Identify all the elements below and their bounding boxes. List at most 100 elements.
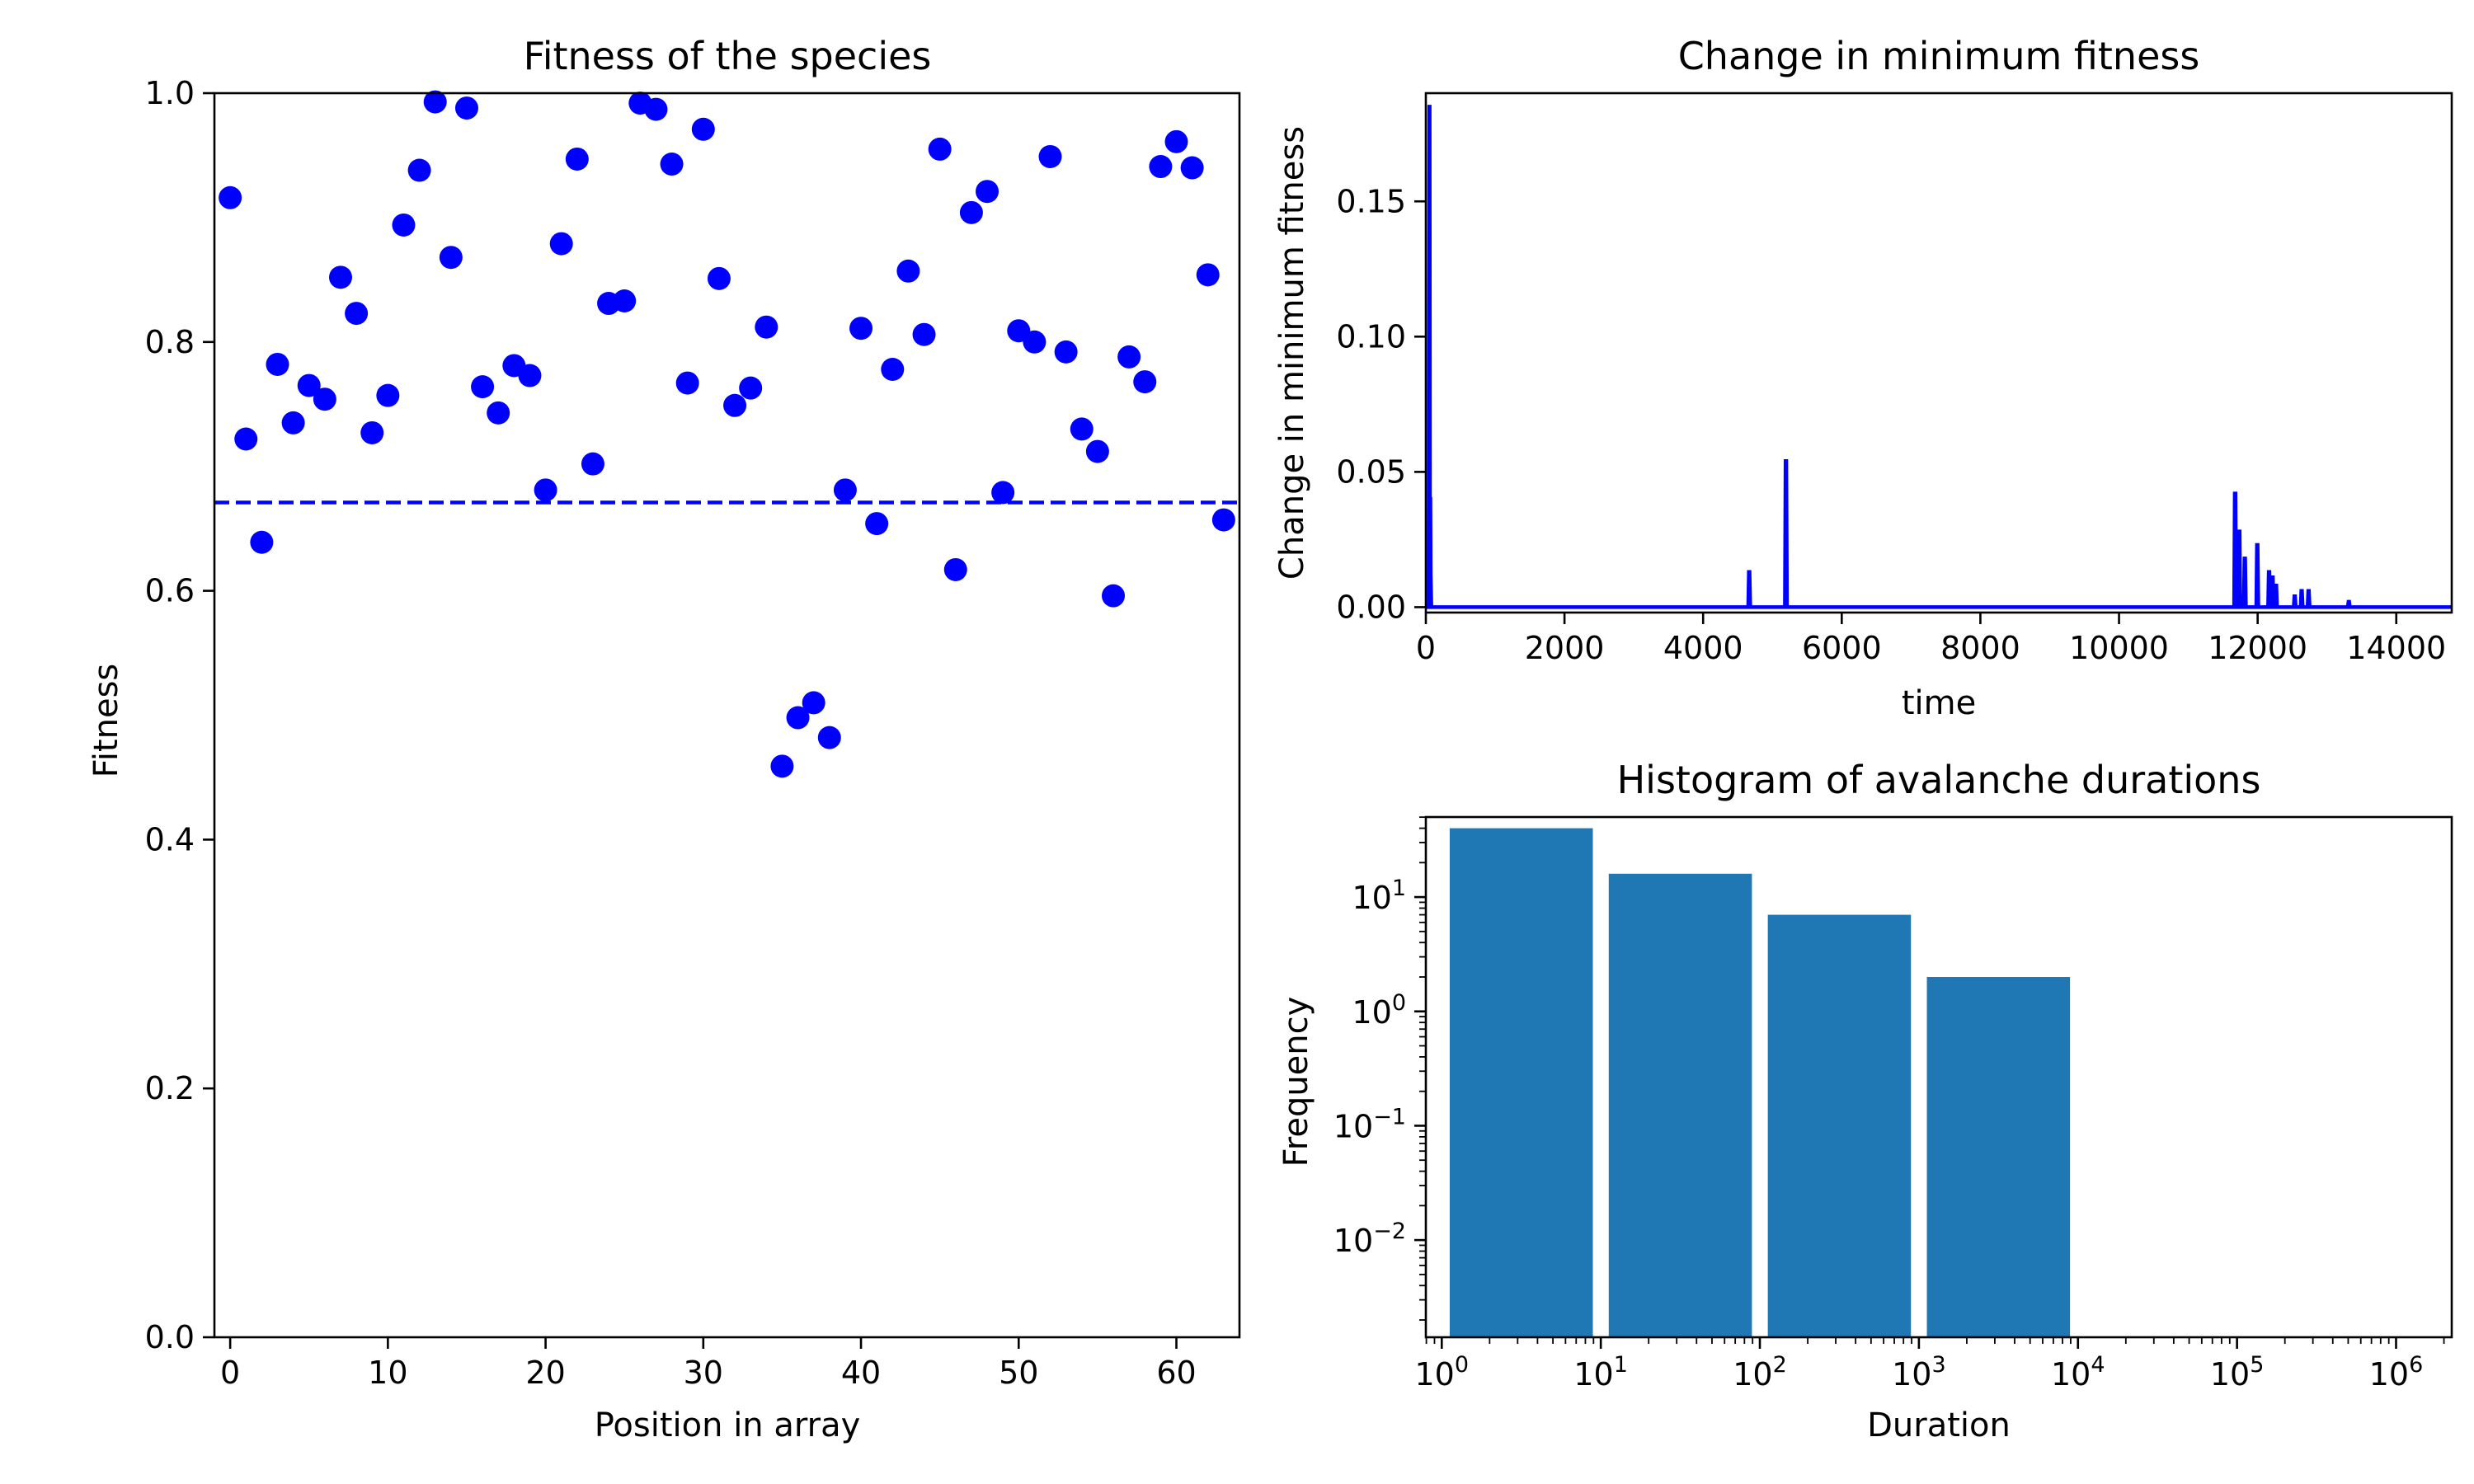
- fitness-point: [1102, 584, 1126, 608]
- histogram-bar: [1449, 828, 1593, 1337]
- histogram-plot-frame: [1424, 815, 2453, 1339]
- fitness-point: [392, 213, 416, 237]
- fitness-y-tick-label: 0.0: [145, 1319, 195, 1355]
- fitness-point: [313, 387, 336, 411]
- fitness-point: [345, 302, 369, 326]
- fitness-point: [1085, 439, 1109, 463]
- histogram-y-axis-label: Frequency: [1277, 997, 1315, 1167]
- histogram-x-axis-label: Duration: [1867, 1407, 2011, 1444]
- fitness-point: [1180, 156, 1204, 180]
- min-fitness-chart-title: Change in minimum fitness: [1678, 34, 2200, 78]
- min-fitness-axis-ticks: 0 2000 4000 6000 8000 10000 12000 14000 0.00 0.05…: [1336, 183, 2446, 666]
- fitness-point: [802, 691, 825, 715]
- fitness-point: [266, 352, 289, 376]
- fitness-point: [912, 322, 936, 346]
- histogram-y-tick-label: 10−2: [1333, 1219, 1406, 1259]
- fitness-point: [219, 186, 242, 209]
- min-fitness-x-axis-label: time: [1902, 684, 1976, 722]
- fitness-point: [487, 401, 510, 425]
- histogram-x-tick-label: 103: [1892, 1352, 1946, 1392]
- fitness-scatter-chart: Fitness of the species Position in array…: [87, 34, 1241, 1444]
- fitness-y-tick-label: 0.2: [145, 1070, 195, 1106]
- fitness-x-tick-label: 20: [525, 1355, 565, 1391]
- fitness-point: [660, 153, 684, 176]
- fitness-point: [849, 317, 873, 340]
- fitness-point: [1149, 155, 1173, 179]
- fitness-point: [281, 411, 305, 434]
- min-fitness-x-tick-label: 14000: [2346, 630, 2446, 666]
- histogram-axis-ticks: 100 101 102 103 104 105 106 10−2 10−1 100 101: [1333, 816, 2445, 1392]
- fitness-x-tick-label: 60: [1156, 1355, 1196, 1391]
- fitness-point: [976, 180, 999, 204]
- min-fitness-y-tick-label: 0.15: [1336, 183, 1406, 219]
- fitness-y-tick-label: 0.4: [145, 821, 195, 857]
- histogram-bar: [1926, 977, 2071, 1337]
- histogram-bar: [1767, 914, 1912, 1337]
- fitness-point: [613, 289, 637, 313]
- fitness-point: [881, 357, 905, 381]
- fitness-point: [407, 158, 431, 182]
- histogram-x-tick-label: 106: [2369, 1352, 2424, 1392]
- fitness-point: [1070, 417, 1094, 441]
- fitness-point: [534, 478, 557, 502]
- fitness-point: [234, 427, 258, 451]
- fitness-point: [1196, 263, 1220, 287]
- fitness-point: [297, 373, 321, 397]
- histogram-y-tick-label: 100: [1352, 990, 1406, 1031]
- fitness-y-tick-label: 0.6: [145, 573, 195, 609]
- histogram-x-tick-label: 105: [2210, 1352, 2265, 1392]
- histogram-x-tick-label: 102: [1733, 1352, 1787, 1392]
- fitness-point: [644, 97, 668, 121]
- min-fitness-y-axis-label: Change in minimum fitness: [1273, 126, 1311, 580]
- histogram-x-tick-label: 101: [1573, 1352, 1628, 1392]
- fitness-point: [675, 371, 699, 395]
- min-fitness-x-tick-label: 4000: [1663, 630, 1743, 666]
- fitness-point: [770, 754, 794, 778]
- histogram-y-tick-label: 10−1: [1333, 1104, 1406, 1144]
- fitness-point: [1054, 340, 1078, 364]
- fitness-axis-ticks: 0 10 20 30 40 50 60 0.0 0.2 0.4 0.6 0.8 1.0: [145, 75, 1197, 1391]
- fitness-point: [1023, 330, 1047, 354]
- fitness-point: [565, 147, 589, 171]
- fitness-point: [959, 200, 983, 224]
- fitness-point: [1164, 129, 1188, 153]
- histogram-x-tick-label: 104: [2051, 1352, 2105, 1392]
- fitness-chart-title: Fitness of the species: [524, 34, 932, 78]
- min-fitness-y-tick-label: 0.10: [1336, 318, 1406, 355]
- histogram-x-tick-label: 100: [1415, 1352, 1470, 1392]
- fitness-point: [1133, 370, 1157, 394]
- fitness-point: [518, 364, 542, 387]
- histogram-title: Histogram of avalanche durations: [1617, 758, 2261, 802]
- min-fitness-x-tick-label: 8000: [1940, 630, 2020, 666]
- fitness-point: [454, 96, 478, 120]
- fitness-point: [471, 375, 495, 399]
- avalanche-histogram-chart: Histogram of avalanche durations Duratio…: [1277, 758, 2453, 1444]
- fitness-point: [896, 259, 920, 283]
- fitness-point: [691, 117, 715, 141]
- fitness-point: [376, 383, 400, 407]
- fitness-point: [865, 512, 889, 536]
- fitness-point: [928, 137, 952, 161]
- min-fitness-change-chart: Change in minimum fitness time Change in…: [1273, 34, 2453, 722]
- fitness-point: [1211, 508, 1235, 532]
- fitness-plot-frame: [213, 92, 1241, 1339]
- min-fitness-x-tick-label: 0: [1416, 630, 1436, 666]
- fitness-x-tick-label: 40: [841, 1355, 881, 1391]
- min-fitness-plot-frame: [1424, 92, 2453, 614]
- fitness-point: [991, 481, 1015, 505]
- min-fitness-x-tick-label: 10000: [2069, 630, 2169, 666]
- fitness-x-tick-label: 50: [999, 1355, 1038, 1391]
- fitness-point: [1038, 144, 1062, 168]
- histogram-y-tick-label: 101: [1352, 876, 1406, 916]
- fitness-data-marks: [214, 90, 1239, 778]
- fitness-x-tick-label: 10: [368, 1355, 407, 1391]
- fitness-x-tick-label: 30: [684, 1355, 723, 1391]
- fitness-point: [360, 420, 384, 444]
- fitness-y-tick-label: 1.0: [145, 75, 195, 111]
- min-fitness-change-series: [1426, 105, 2452, 609]
- histogram-data-marks: [1449, 828, 2071, 1337]
- fitness-y-axis-label: Fitness: [87, 664, 125, 778]
- fitness-point: [833, 478, 857, 502]
- fitness-x-tick-label: 0: [220, 1355, 240, 1391]
